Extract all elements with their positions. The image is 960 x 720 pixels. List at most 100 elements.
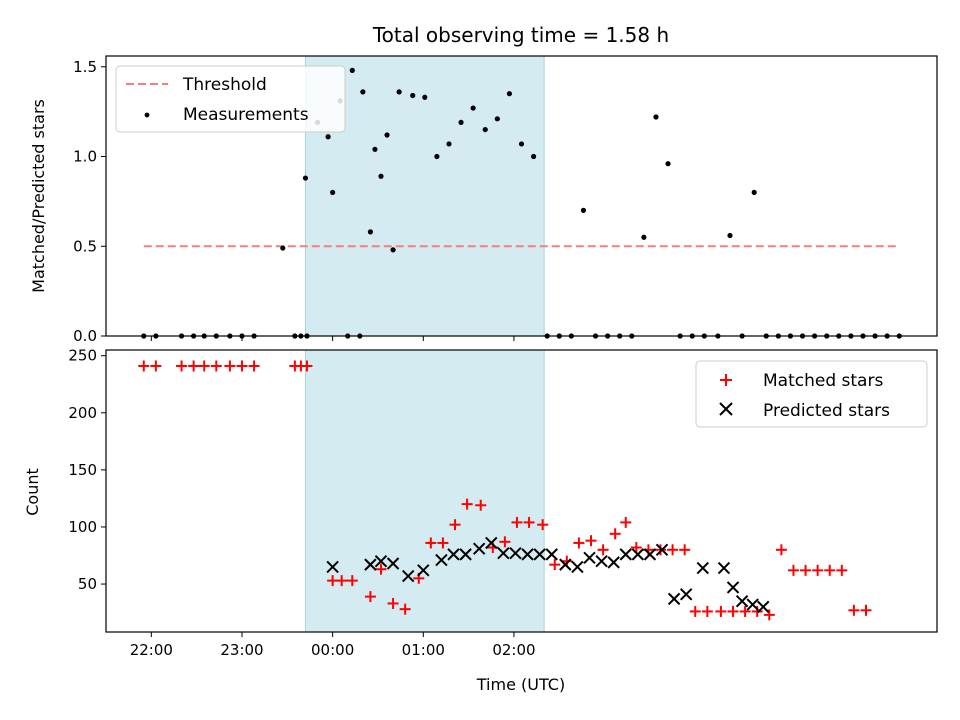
matched-star-point <box>787 564 799 576</box>
top-legend: Threshold Measurements <box>115 65 346 133</box>
matched-star-point <box>715 605 727 617</box>
matched-star-point <box>824 564 836 576</box>
top-y-axis-label: Matched/Predicted stars <box>29 99 48 293</box>
measurement-point <box>641 234 647 240</box>
predicted-star-point <box>717 561 731 575</box>
top-x-ticks <box>150 336 515 341</box>
y-tick-label: 50 <box>78 575 97 593</box>
matched-star-point <box>236 360 248 372</box>
x-tick-label: 22:00 <box>130 641 173 659</box>
predicted-star-point <box>559 558 572 571</box>
predicted-star-point <box>679 588 693 601</box>
legend-measurements-swatch <box>144 112 150 118</box>
y-tick-label: 1.0 <box>73 148 97 166</box>
matched-star-point <box>848 604 860 616</box>
measurement-point <box>302 175 309 181</box>
matched-star-point <box>860 604 872 616</box>
bottom-shaded-span <box>304 349 545 633</box>
y-tick-label: 100 <box>68 518 97 536</box>
y-tick-label: 1.5 <box>73 58 97 76</box>
predicted-star-point <box>533 548 546 561</box>
y-tick-label: 0.5 <box>73 237 97 255</box>
measurement-point <box>349 67 355 73</box>
matched-star-point <box>399 603 411 615</box>
predicted-star-point <box>374 555 388 568</box>
top-y-ticks: 0.0 0.5 1.0 1.5 <box>73 58 106 345</box>
x-tick-label: 02:00 <box>492 641 535 659</box>
matched-star-point <box>301 360 313 372</box>
bottom-x-ticks: 22:00 23:00 00:00 01:00 02:00 <box>130 632 536 659</box>
bottom-legend: Matched stars Predicted stars <box>695 360 928 428</box>
measurement-point <box>434 153 440 160</box>
predicted-star-point <box>435 553 448 567</box>
measurement-point <box>367 229 374 235</box>
bottom-series <box>138 360 872 621</box>
measurement-point <box>280 245 286 251</box>
predicted-star-point <box>545 548 558 561</box>
measurement-point <box>422 94 428 100</box>
predicted-star-point <box>417 564 430 577</box>
matched-star-point <box>475 499 487 511</box>
x-tick-label: 23:00 <box>220 641 263 659</box>
predicted-star-point <box>607 556 620 569</box>
predicted-star-point <box>746 598 759 611</box>
matched-star-point <box>597 544 609 556</box>
matched-star-point <box>364 591 376 603</box>
predicted-star-point <box>472 542 486 555</box>
matched-star-point <box>198 360 210 372</box>
predicted-star-point <box>696 561 710 575</box>
predicted-star-point <box>364 558 377 571</box>
chart-title: Total observing time = 1.58 h <box>372 23 669 47</box>
matched-star-point <box>210 360 222 372</box>
measurement-point <box>384 132 390 138</box>
measurement-point <box>446 141 452 147</box>
measurement-point <box>665 161 671 167</box>
matched-star-point <box>609 528 621 540</box>
measurement-point <box>410 92 416 99</box>
measurement-point <box>325 134 331 140</box>
legend-predicted-label: Predicted stars <box>763 401 890 421</box>
matched-star-point <box>751 605 763 617</box>
matched-star-point <box>188 360 200 372</box>
predicted-star-point <box>583 551 596 564</box>
predicted-star-point <box>459 548 472 561</box>
bottom-y-ticks: 50 100 150 200 250 <box>68 347 106 593</box>
matched-star-point <box>620 516 632 528</box>
measurement-point <box>470 105 476 111</box>
y-tick-label: 250 <box>68 347 97 365</box>
matched-star-point <box>224 360 236 372</box>
matched-star-point <box>812 564 824 576</box>
top-axes-frame <box>105 55 938 337</box>
measurement-point <box>653 114 659 120</box>
predicted-star-point <box>447 548 460 561</box>
matched-star-point <box>523 516 535 528</box>
top-legend-box <box>115 65 346 133</box>
bottom-y-axis-label: Count <box>23 468 42 516</box>
predicted-star-point <box>521 548 534 561</box>
predicted-star-point <box>619 548 632 561</box>
matched-star-point <box>387 597 399 609</box>
matched-star-point <box>248 360 260 372</box>
x-tick-label: 01:00 <box>402 641 445 659</box>
bottom-legend-box <box>695 360 928 428</box>
matched-star-point <box>150 360 162 372</box>
matched-star-point <box>549 559 561 571</box>
x-axis-label: Time (UTC) <box>476 675 565 694</box>
top-panel: 0.0 0.5 1.0 1.5 Matched/Predicted stars Thr… <box>29 55 938 345</box>
predicted-star-point <box>667 592 681 606</box>
matched-star-point <box>449 519 461 531</box>
predicted-star-point <box>631 548 645 561</box>
bottom-panel: 50 100 150 200 250 22:00 23:00 00:00 01:00 02:00… <box>23 347 938 694</box>
x-tick-label: 00:00 <box>311 641 354 659</box>
matched-star-point <box>727 605 739 617</box>
measurement-point <box>378 173 384 179</box>
predicted-star-point <box>485 536 498 550</box>
measurement-point <box>396 89 402 95</box>
predicted-star-point <box>735 594 749 608</box>
y-tick-label: 150 <box>68 461 97 479</box>
matched-star-point <box>375 563 387 575</box>
measurement-point <box>458 119 464 126</box>
matched-star-point <box>499 536 511 548</box>
matched-star-point <box>836 564 848 576</box>
matched-star-point <box>537 519 549 531</box>
